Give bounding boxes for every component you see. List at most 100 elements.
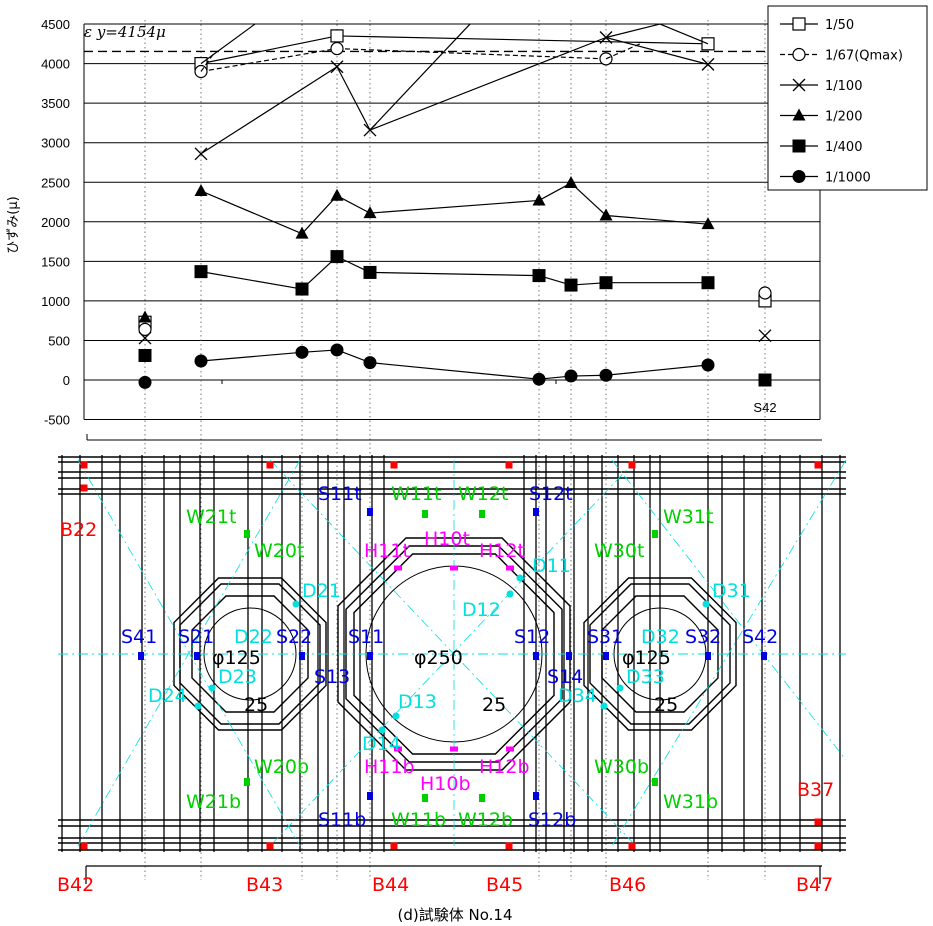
plan-label: S41 bbox=[121, 626, 157, 648]
data-point bbox=[330, 29, 344, 43]
data-point bbox=[758, 286, 772, 300]
gauge bbox=[367, 508, 373, 516]
gauge bbox=[266, 842, 274, 850]
gauge bbox=[138, 652, 144, 660]
data-point bbox=[792, 78, 806, 92]
gauge bbox=[814, 818, 822, 826]
data-point bbox=[701, 217, 715, 230]
plan-label: H11b bbox=[364, 756, 415, 778]
series-segment bbox=[336, 66, 371, 131]
series-segment bbox=[200, 23, 256, 65]
plan-label: W30t bbox=[594, 540, 644, 562]
data-point bbox=[792, 139, 806, 153]
y-tick-label: 1500 bbox=[41, 254, 70, 269]
series-1/200 bbox=[138, 176, 715, 323]
gauge bbox=[450, 746, 458, 752]
gauge bbox=[628, 842, 636, 850]
series-1/100 bbox=[138, 31, 772, 345]
gauge bbox=[394, 565, 402, 571]
plan-label: S31 bbox=[587, 626, 623, 648]
gauge bbox=[505, 461, 513, 469]
plan-label: B47 bbox=[796, 874, 833, 896]
plan-label: H12t bbox=[479, 540, 525, 562]
centerlines bbox=[58, 459, 847, 847]
gauge bbox=[479, 510, 485, 518]
plan-label: φ250 bbox=[414, 647, 463, 669]
gauge bbox=[566, 652, 572, 660]
gauge bbox=[652, 778, 658, 786]
plan-label: D31 bbox=[712, 580, 751, 602]
rebar bbox=[269, 459, 637, 847]
series-segment bbox=[605, 43, 641, 60]
data-point bbox=[194, 183, 208, 196]
plan-label: S11b bbox=[318, 809, 366, 831]
gauge bbox=[516, 574, 524, 582]
plan-label: W11t bbox=[391, 483, 441, 505]
data-point bbox=[599, 368, 613, 382]
gauge bbox=[390, 842, 398, 850]
data-point bbox=[599, 208, 613, 221]
gauge bbox=[506, 565, 514, 571]
gauge bbox=[80, 842, 88, 850]
gauge bbox=[194, 652, 200, 660]
plan-label: S13 bbox=[314, 666, 350, 688]
plan-label: W12b bbox=[458, 809, 513, 831]
legend-label: 1/50 bbox=[825, 18, 854, 33]
gauge bbox=[80, 461, 88, 469]
gauge bbox=[367, 792, 373, 800]
data-point bbox=[194, 265, 208, 279]
data-point bbox=[295, 282, 309, 296]
plan-label: D14 bbox=[362, 733, 401, 755]
plan-label: W21b bbox=[186, 791, 241, 813]
series-segment bbox=[200, 271, 303, 290]
specimen-plan-drawing: B22 B37 B42 B43 B44 B45 B46 B47 S11t S12t S41 S21 S2… bbox=[57, 455, 847, 896]
plan-label: φ125 bbox=[622, 647, 671, 669]
plan-label: D34 bbox=[558, 685, 597, 707]
gauge bbox=[392, 712, 400, 720]
data-point bbox=[138, 348, 152, 362]
y-axis: -500 0 500 1000 1500 2000 2500 3000 3500 4000 4500 bbox=[41, 17, 822, 441]
series-segment bbox=[200, 66, 338, 155]
plan-label: W31b bbox=[663, 791, 718, 813]
data-point bbox=[363, 265, 377, 279]
plan-label: D33 bbox=[626, 666, 665, 688]
plan-labels: B22 B37 B42 B43 B44 B45 B46 B47 S11t S12t S41 S21 S2… bbox=[57, 483, 834, 896]
y-tick-label: 4500 bbox=[41, 17, 70, 32]
legend: 1/50 1/67(Qmax) 1/100 1/200 1/400 1/1000 bbox=[767, 5, 928, 191]
gauge bbox=[378, 726, 386, 734]
plan-label: B42 bbox=[57, 874, 94, 896]
hoop bbox=[179, 583, 321, 725]
data-point bbox=[330, 250, 344, 264]
rebar bbox=[611, 459, 847, 847]
series-segment bbox=[200, 190, 303, 235]
hoop bbox=[345, 545, 563, 763]
gauge bbox=[616, 684, 624, 692]
plan-label: S11t bbox=[318, 483, 362, 505]
gauge bbox=[652, 530, 658, 538]
series-1/400 bbox=[138, 250, 772, 387]
data-point bbox=[564, 369, 578, 383]
data-point bbox=[758, 329, 772, 343]
plan-label: φ125 bbox=[212, 647, 261, 669]
y-tick-label: 3000 bbox=[41, 136, 70, 151]
y-tick-label: 4000 bbox=[41, 57, 70, 72]
series-segment bbox=[301, 195, 338, 235]
data-point bbox=[701, 276, 715, 290]
y-axis-label: ひずみ(μ) bbox=[6, 196, 21, 253]
plan-label: H12b bbox=[479, 756, 530, 778]
figure-caption: (d)試験体 No.14 bbox=[398, 906, 513, 924]
legend-label: 1/1000 bbox=[825, 171, 871, 186]
gauge bbox=[600, 702, 608, 710]
gauge bbox=[506, 590, 514, 598]
gauge bbox=[292, 600, 300, 608]
gauge bbox=[814, 842, 822, 850]
gauge bbox=[702, 600, 710, 608]
data-point bbox=[295, 345, 309, 359]
data-point bbox=[564, 278, 578, 292]
plan-label: B22 bbox=[60, 519, 97, 541]
hoop bbox=[353, 553, 555, 755]
series-segment bbox=[200, 351, 303, 362]
legend-label: 1/100 bbox=[825, 79, 862, 94]
gauge bbox=[394, 746, 402, 752]
series-segment bbox=[605, 36, 709, 65]
